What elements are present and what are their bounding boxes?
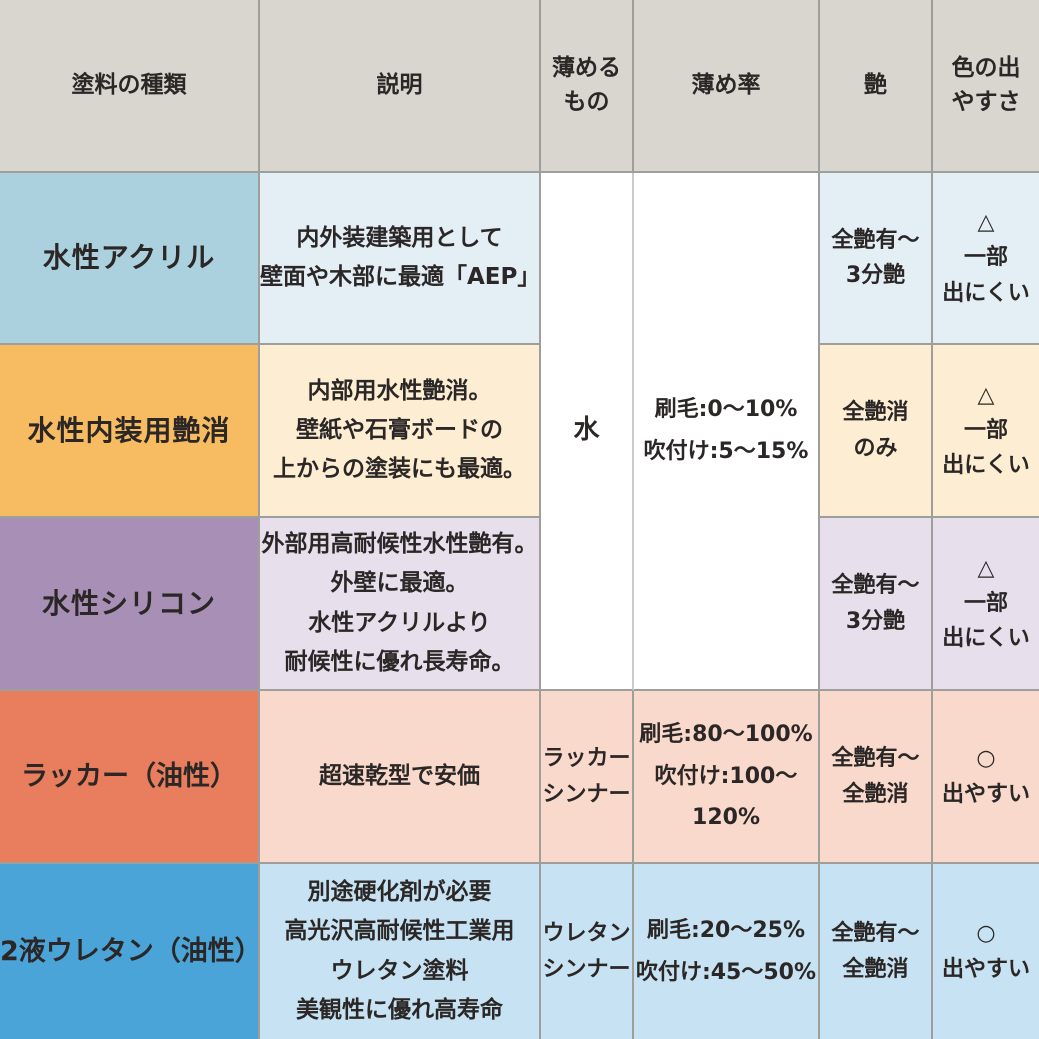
description-cell: 超速乾型で安価 (260, 691, 541, 864)
color-ease-cell: △ 一部 出にくい (933, 345, 1039, 518)
gloss-cell: 全艶消 のみ (820, 345, 933, 518)
color-ease-cell: △ 一部 出にくい (933, 518, 1039, 691)
paint-type-cell: 2液ウレタン（油性） (0, 864, 262, 1039)
header-paint-type: 塗料の種類 (0, 0, 260, 173)
paint-type-cell: 水性内装用艶消 (0, 345, 260, 518)
paint-type-cell: 水性シリコン (0, 518, 260, 691)
description-cell: 外部用高耐候性水性艶有。 外壁に最適。 水性アクリルより 耐候性に優れ長寿命。 (260, 518, 541, 691)
gloss-cell: 全艶有〜 全艶消 (820, 691, 933, 864)
thinner-cell: ラッカー シンナー (541, 691, 634, 864)
thinner-cell: ウレタン シンナー (541, 864, 634, 1039)
color-ease-cell: △ 一部 出にくい (933, 173, 1039, 345)
dilution-rate-cell: 刷毛:20〜25% 吹付け:45〜50% (634, 864, 820, 1039)
paint-type-cell: ラッカー（油性） (0, 691, 260, 864)
gloss-cell: 全艶有〜 全艶消 (820, 864, 933, 1039)
header-thinner: 薄める もの (541, 0, 634, 173)
header-dilution-rate: 薄め率 (634, 0, 820, 173)
description-cell: 別途硬化剤が必要 高光沢高耐候性工業用 ウレタン塗料 美観性に優れ高寿命 (260, 864, 541, 1039)
color-ease-cell: ○ 出やすい (933, 864, 1039, 1039)
paint-type-cell: 水性アクリル (0, 173, 260, 345)
header-gloss: 艶 (820, 0, 933, 173)
color-ease-cell: ○ 出やすい (933, 691, 1039, 864)
dilution-rate-cell: 刷毛:80〜100% 吹付け:100〜120% (634, 691, 820, 864)
gloss-cell: 全艶有〜 3分艶 (820, 518, 933, 691)
header-description: 説明 (260, 0, 541, 173)
gloss-cell: 全艶有〜 3分艶 (820, 173, 933, 345)
dilution-rate-cell-merged: 刷毛:0〜10% 吹付け:5〜15% (634, 173, 820, 691)
description-cell: 内外装建築用として 壁面や木部に最適「AEP」 (260, 173, 541, 345)
description-cell: 内部用水性艶消。 壁紙や石膏ボードの 上からの塗装にも最適。 (260, 345, 541, 518)
thinner-cell-water-merged: 水 (541, 173, 634, 691)
header-color-ease: 色の出 やすさ (933, 0, 1039, 173)
